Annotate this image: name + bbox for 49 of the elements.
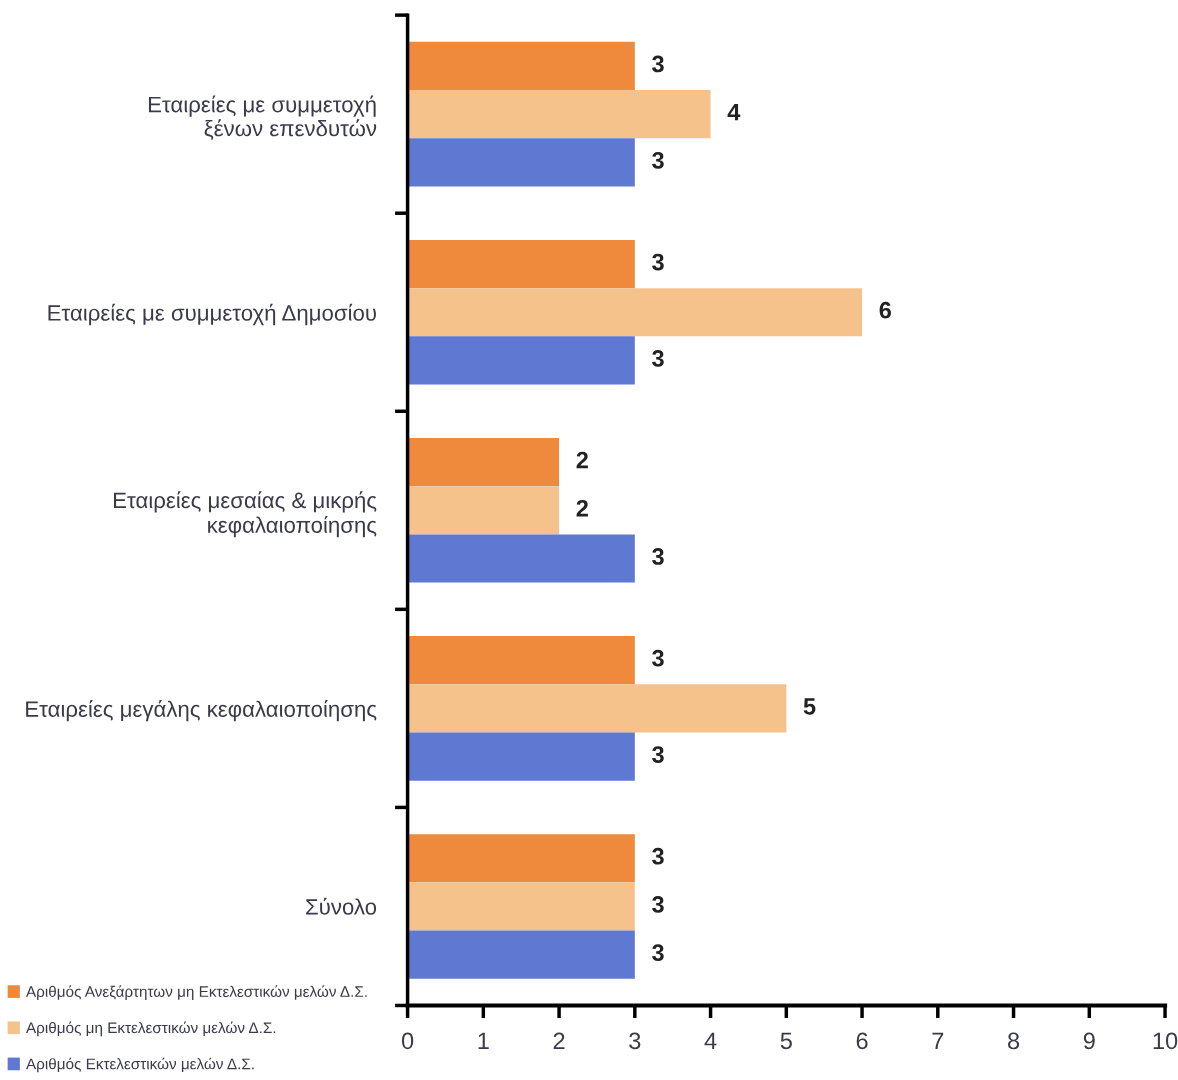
x-tick-label: 3: [629, 1032, 641, 1050]
x-tick-label: 6: [856, 1032, 868, 1050]
data-label: 6: [879, 301, 891, 319]
x-tick-label: 8: [1008, 1032, 1020, 1050]
bar: [407, 41, 635, 91]
legend-label: Αριθμός μη Εκτελεστικών μελών Δ.Σ.: [26, 1021, 276, 1037]
data-label: 2: [576, 451, 588, 469]
x-tick-label: 2: [553, 1032, 565, 1049]
data-label: 3: [652, 253, 664, 271]
x-tick-label: 5: [780, 1032, 792, 1050]
data-label: 3: [652, 350, 664, 367]
bar: [407, 288, 863, 337]
bar: [407, 534, 635, 583]
x-tick-label: 9: [1083, 1032, 1095, 1050]
x-tick-label: 10: [1153, 1032, 1178, 1050]
bar: [407, 930, 635, 979]
legend-label: Αριθμός Ανεξάρτητων μη Εκτελεστικών μελών Δ.Σ.: [26, 985, 367, 1001]
data-label: 3: [652, 151, 664, 169]
bar: [407, 90, 711, 139]
y-tick-label: Εταιρείες με συμμετοχή Δημοσίου: [48, 303, 376, 326]
y-tick-label: Εταιρείες μεσαίας & μικρής κεφαλαιοποίησης: [114, 491, 377, 538]
bar: [407, 834, 635, 883]
bar: [407, 138, 635, 187]
bar: [407, 684, 787, 733]
bar: [407, 636, 635, 685]
data-label: 5: [803, 698, 816, 715]
x-tick-label: 1: [478, 1032, 489, 1049]
x-tick-label: 0: [401, 1032, 414, 1050]
data-label: 3: [652, 944, 664, 962]
legend-label: Αριθμός Εκτελεστικών μελών Δ.Σ.: [26, 1057, 254, 1073]
y-tick-label: Εταιρείες με συμμετοχή ξένων επενδυτών: [148, 95, 377, 140]
bar: [407, 732, 635, 781]
y-tick-label: Εταιρείες μεγάλης κεφαλαιοποίησης: [26, 700, 377, 722]
bar: [407, 438, 560, 487]
bar: [407, 882, 635, 931]
data-label: 3: [652, 548, 664, 565]
data-label: 3: [652, 55, 664, 73]
x-tick-label: 7: [932, 1032, 944, 1049]
x-tick-label: 4: [704, 1032, 717, 1049]
y-tick-label: Σύνολο: [306, 897, 377, 915]
data-label: 3: [652, 746, 664, 763]
data-label: 3: [652, 847, 664, 865]
bar: [407, 486, 560, 535]
bar: [407, 336, 635, 385]
data-label: 3: [652, 649, 664, 667]
data-label: 2: [576, 499, 588, 517]
data-label: 4: [727, 104, 741, 121]
data-label: 3: [652, 896, 664, 913]
bar: [407, 239, 635, 289]
